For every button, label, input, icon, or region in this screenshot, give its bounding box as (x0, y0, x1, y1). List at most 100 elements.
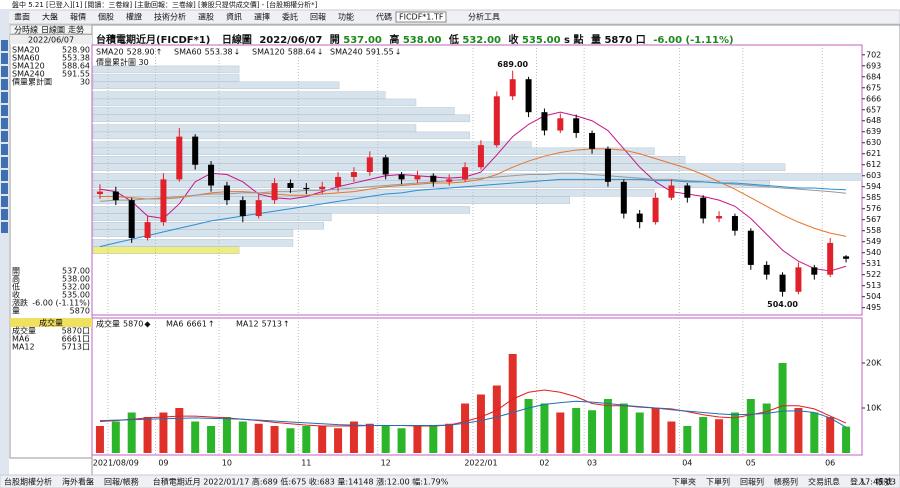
left-tab[interactable]: 分時線 (14, 25, 38, 35)
candle-body (636, 213, 643, 223)
info-value: 537.00 (62, 267, 90, 276)
status-tab[interactable]: 台股期權分析 (4, 477, 52, 487)
menu-item[interactable]: 選擇 (254, 12, 270, 22)
menu-item[interactable]: 委託 (282, 12, 298, 22)
profile-bar (92, 246, 240, 254)
menu-item[interactable]: 資訊 (226, 12, 242, 22)
side-button[interactable] (1, 131, 8, 142)
candle-body (414, 175, 421, 180)
menu-item[interactable]: 技術分析 (154, 12, 186, 22)
status-button[interactable]: 回報列 (740, 477, 764, 487)
side-button[interactable] (1, 183, 8, 194)
legend-name: SMA240 (330, 48, 363, 57)
volume-bar (556, 412, 565, 453)
status-button[interactable]: 下單夾 (672, 478, 696, 487)
y-tick-label: 666 (866, 94, 881, 103)
volume-box-label: 成交量 (39, 318, 63, 328)
volume-bar (191, 421, 200, 453)
volume-bar (842, 426, 851, 453)
y-tick-label: 612 (866, 160, 881, 169)
candle-body (112, 191, 119, 201)
info-value: 588.64 (62, 62, 90, 71)
left-tab[interactable]: 日線圖 (41, 25, 65, 35)
candle-body (319, 186, 326, 190)
side-button[interactable] (1, 118, 8, 129)
info-value: 5870 (62, 327, 82, 336)
side-button[interactable] (1, 144, 8, 155)
info-label: 量 (12, 307, 20, 316)
info-name: MA6 (12, 335, 29, 344)
profile-bar (92, 114, 471, 123)
status-tab[interactable]: 回報/帳務 (104, 477, 139, 487)
side-button[interactable] (1, 53, 8, 64)
x-tick-label: 10 (222, 459, 232, 468)
x-tick-label: 06 (825, 459, 835, 468)
info-name: 成交量 (12, 326, 36, 336)
high-label: 高 (389, 33, 399, 46)
status-tab[interactable]: 海外看盤 (62, 477, 94, 487)
side-button[interactable] (1, 222, 8, 233)
candle-body (223, 185, 230, 201)
candle-body (128, 200, 135, 239)
menu-item[interactable]: 權證 (126, 12, 142, 22)
symbol[interactable]: FICDF*1.TF (399, 13, 444, 22)
side-button[interactable] (1, 157, 8, 168)
date: 2022/06/07 (259, 35, 322, 46)
profile-value: 30 (139, 58, 149, 67)
candle-body (430, 175, 437, 182)
status-button[interactable]: 帳務列 (774, 477, 798, 487)
status-button[interactable]: 下單列 (706, 477, 730, 487)
side-button[interactable] (1, 92, 8, 103)
menu-item[interactable]: 個股 (98, 12, 114, 22)
menu-item[interactable]: 功能 (338, 12, 354, 22)
legend-value: 588.64 (288, 48, 316, 57)
profile-label: 價量累計圖 30 (96, 57, 149, 67)
menu-item[interactable]: 畫面 (14, 12, 30, 22)
volume-bar (318, 426, 327, 453)
candle-body (779, 274, 786, 292)
y-tick-label: 513 (866, 281, 881, 290)
symbol-box[interactable] (395, 11, 447, 23)
tools[interactable]: 分析工具 (468, 12, 500, 22)
y-tick-label: 621 (866, 149, 881, 158)
side-button[interactable] (1, 66, 8, 77)
side-button[interactable] (1, 79, 8, 90)
y-tick-label: 648 (866, 116, 881, 125)
status-button[interactable]: 帳號 (876, 477, 892, 487)
menu-item[interactable]: 大盤 (42, 12, 58, 22)
profile-bar (92, 91, 386, 99)
volume-panel (91, 317, 863, 456)
volume-bar (127, 412, 136, 453)
volume-bar (445, 423, 454, 453)
menu-item[interactable]: 報價 (70, 13, 86, 22)
left-tab[interactable]: 走勢 (68, 25, 84, 35)
side-button[interactable] (1, 196, 8, 207)
volume-bar (429, 426, 438, 453)
candle-body (684, 185, 691, 198)
candle-body (398, 174, 405, 180)
legend-name: SMA60 (174, 48, 202, 57)
profile-bar (92, 229, 294, 237)
info-label: 高 (12, 274, 20, 284)
toolbar (0, 9, 900, 25)
volume-bar (588, 410, 597, 453)
volume-box (10, 318, 92, 327)
side-button[interactable] (1, 40, 8, 51)
side-button[interactable] (1, 209, 8, 220)
close-label: 收 (508, 33, 518, 46)
candle-body (668, 185, 675, 198)
menu-item[interactable]: 選股 (198, 12, 214, 22)
status-button[interactable]: 交易訊息 (808, 477, 840, 487)
info-value: 553.38 (62, 54, 90, 63)
unit: s 點 (564, 33, 583, 46)
side-button[interactable] (1, 105, 8, 116)
menu-item[interactable]: 回報 (310, 13, 326, 22)
candle-body (700, 197, 707, 219)
side-button[interactable] (1, 170, 8, 181)
candle-body (287, 183, 294, 188)
legend-value: 553.38 (205, 48, 233, 57)
status-button[interactable]: 登入 (850, 477, 866, 487)
legend-value: 6661 (186, 320, 206, 329)
legend-arrow: ↓ (234, 48, 241, 57)
y-tick-label: 684 (866, 72, 881, 81)
